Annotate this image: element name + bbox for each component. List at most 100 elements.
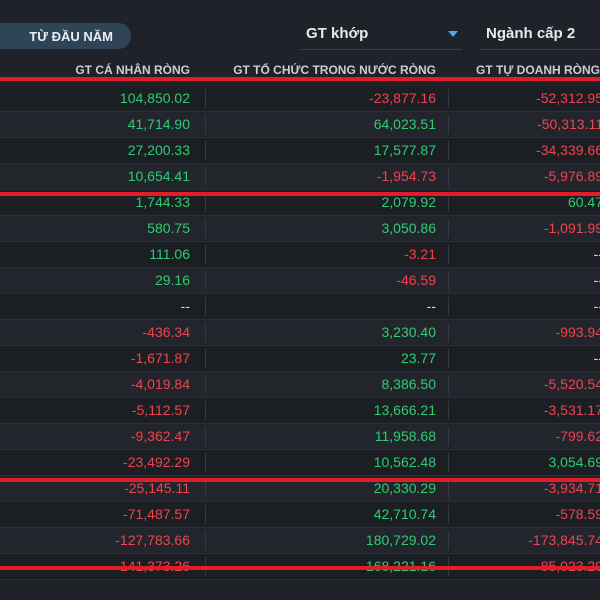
cell-proprietary-net: --: [593, 350, 600, 366]
column-divider: [205, 245, 206, 264]
column-divider: [205, 375, 206, 394]
cell-individual-net: 27,200.33: [127, 142, 190, 158]
highlight-line-group1-bottom: [0, 192, 600, 196]
column-divider: [448, 375, 449, 394]
header-individual-net[interactable]: GT CÁ NHÂN RÒNG: [75, 63, 190, 77]
cell-domestic-institution-net: 3,050.86: [381, 220, 437, 236]
header-proprietary-net[interactable]: GT TỰ DOANH RÒNG: [476, 63, 600, 77]
cell-domestic-institution-net: 42,710.74: [373, 506, 436, 522]
cell-proprietary-net: --: [593, 298, 600, 314]
cell-individual-net: -436.34: [142, 324, 190, 340]
table-row[interactable]: -- -- --: [0, 294, 600, 320]
column-divider: [205, 531, 206, 550]
table-row[interactable]: -5,112.57 13,666.21 -3,531.17: [0, 398, 600, 424]
table-body: 104,850.02 -23,877.16 -52,312.95 41,714.90 6…: [0, 86, 600, 580]
cell-proprietary-net: -5,520.54: [543, 376, 600, 392]
cell-proprietary-net: -52,312.95: [536, 90, 600, 106]
column-divider: [448, 453, 449, 472]
cell-proprietary-net: -50,313.11: [537, 116, 600, 132]
cell-proprietary-net: -3,531.17: [543, 402, 600, 418]
column-divider: [205, 89, 206, 108]
cell-domestic-institution-net: 2,079.92: [381, 194, 437, 210]
column-divider: [205, 505, 206, 524]
column-divider: [205, 323, 206, 342]
cell-proprietary-net: -173,845.74: [528, 532, 600, 548]
table-row[interactable]: 27,200.33 17,577.87 -34,339.66: [0, 138, 600, 164]
cell-individual-net: --: [180, 298, 190, 314]
chevron-down-icon: [448, 31, 458, 37]
period-label: TỪ ĐẦU NĂM: [29, 28, 113, 44]
cell-domestic-institution-net: 20,330.29: [373, 480, 436, 496]
cell-individual-net: -5,112.57: [131, 402, 190, 418]
table-row[interactable]: 41,714.90 64,023.51 -50,313.11: [0, 112, 600, 138]
table-row[interactable]: -9,362.47 11,958.68 -799.62: [0, 424, 600, 450]
table-row[interactable]: -4,019.84 8,386.50 -5,520.54: [0, 372, 600, 398]
cell-individual-net: -25,145.11: [124, 480, 190, 496]
table-row[interactable]: -1,671.87 23.77 --: [0, 346, 600, 372]
table-row[interactable]: -436.34 3,230.40 -993.94: [0, 320, 600, 346]
column-divider: [448, 479, 449, 498]
table-row[interactable]: -71,487.57 42,710.74 -578.59: [0, 502, 600, 528]
cell-individual-net: 29.16: [154, 272, 190, 288]
cell-domestic-institution-net: 8,386.50: [381, 376, 437, 392]
column-divider: [448, 115, 449, 134]
cell-proprietary-net: -993.94: [555, 324, 600, 340]
highlight-line-group2-top: [0, 478, 600, 482]
value-type-label: GT khớp: [306, 25, 369, 42]
cell-domestic-institution-net: -46.59: [396, 272, 436, 288]
column-divider: [205, 401, 206, 420]
column-divider: [448, 427, 449, 446]
period-button[interactable]: TỪ ĐẦU NĂM: [0, 23, 131, 49]
column-divider: [448, 193, 449, 212]
column-divider: [205, 271, 206, 290]
column-divider: [205, 193, 206, 212]
cell-domestic-institution-net: 10,562.48: [373, 454, 436, 470]
table-row[interactable]: 104,850.02 -23,877.16 -52,312.95: [0, 86, 600, 112]
cell-individual-net: -127,783.66: [115, 532, 190, 548]
cell-proprietary-net: -1,091.99: [543, 220, 600, 236]
table-row[interactable]: 10,654.41 -1,954.73 -5,976.89: [0, 164, 600, 190]
value-type-select[interactable]: GT khớp: [300, 18, 462, 50]
cell-individual-net: -71,487.57: [123, 506, 190, 522]
cell-domestic-institution-net: 64,023.51: [373, 116, 436, 132]
cell-domestic-institution-net: -1,954.73: [376, 168, 436, 184]
cell-individual-net: -9,362.47: [130, 428, 190, 444]
cell-individual-net: 111.06: [149, 246, 190, 262]
table-row[interactable]: -127,783.66 180,729.02 -173,845.74: [0, 528, 600, 554]
table-header: GT CÁ NHÂN RÒNG GT TỔ CHỨC TRONG NƯỚC RÒ…: [0, 58, 600, 82]
cell-proprietary-net: 60.47: [567, 194, 600, 210]
cell-individual-net: 104,850.02: [119, 90, 190, 106]
column-divider: [448, 89, 449, 108]
header-domestic-institution-net[interactable]: GT TỔ CHỨC TRONG NƯỚC RÒNG: [233, 63, 436, 77]
column-divider: [205, 219, 206, 238]
sector-level-select[interactable]: Ngành cấp 2: [480, 18, 600, 50]
column-divider: [205, 479, 206, 498]
cell-proprietary-net: --: [593, 272, 600, 288]
table-row[interactable]: 29.16 -46.59 --: [0, 268, 600, 294]
column-divider: [205, 427, 206, 446]
cell-domestic-institution-net: 23.77: [400, 350, 436, 366]
cell-individual-net: 580.75: [147, 220, 190, 236]
cell-domestic-institution-net: 13,666.21: [373, 402, 436, 418]
column-divider: [205, 167, 206, 186]
column-divider: [205, 115, 206, 134]
column-divider: [448, 401, 449, 420]
cell-proprietary-net: --: [593, 246, 600, 262]
column-divider: [448, 531, 449, 550]
highlight-line-bottom: [0, 566, 600, 570]
column-divider: [448, 219, 449, 238]
column-divider: [448, 245, 449, 264]
column-divider: [448, 271, 449, 290]
cell-proprietary-net: -578.59: [555, 506, 600, 522]
cell-proprietary-net: 3,054.69: [548, 454, 600, 470]
cell-proprietary-net: -799.62: [555, 428, 600, 444]
table-row[interactable]: 580.75 3,050.86 -1,091.99: [0, 216, 600, 242]
sector-level-label: Ngành cấp 2: [486, 25, 576, 42]
column-divider: [448, 167, 449, 186]
cell-proprietary-net: -34,339.66: [536, 142, 600, 158]
table-row[interactable]: 111.06 -3.21 --: [0, 242, 600, 268]
cell-proprietary-net: -3,934.71: [543, 480, 600, 496]
table-row[interactable]: -23,492.29 10,562.48 3,054.69: [0, 450, 600, 476]
cell-individual-net: -1,671.87: [130, 350, 190, 366]
highlight-line-top: [0, 77, 600, 81]
